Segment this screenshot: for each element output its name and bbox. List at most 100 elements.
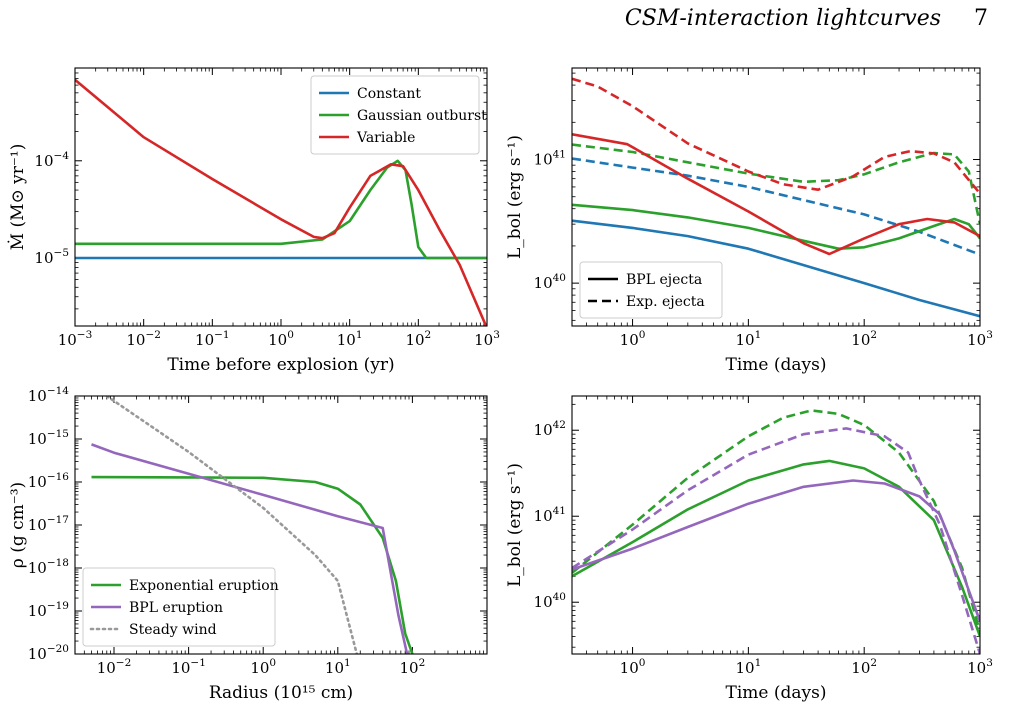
x-axis-label: Time before explosion (yr) [167, 355, 394, 375]
x-tick-label-base: 10 [851, 331, 870, 349]
x-tick-label: 101 [735, 329, 761, 349]
y-tick-label: 10−19 [28, 600, 69, 620]
x-tick-label-base: 10 [268, 331, 287, 349]
x-tick-label-base: 10 [967, 331, 986, 349]
running-title: CSM-interaction lightcurves [624, 6, 941, 31]
x-tick-label-base: 10 [400, 659, 419, 677]
x-tick-label-base: 10 [126, 331, 145, 349]
x-tick-label: 101 [337, 329, 363, 349]
x-tick-label-base: 10 [405, 331, 424, 349]
x-tick-label: 102 [851, 657, 877, 677]
y-tick-label: 10−20 [28, 643, 69, 663]
plot-frame [74, 67, 488, 327]
series-line-3 [572, 479, 980, 622]
y-tick-label: 10−14 [28, 385, 70, 405]
legend-label: Steady wind [129, 622, 217, 638]
y-tick-label: 10−4 [34, 150, 69, 170]
x-tick-label-base: 10 [195, 331, 214, 349]
legend-box [310, 75, 480, 155]
x-tick-label-base: 10 [967, 659, 986, 677]
series-group [91, 396, 414, 654]
y-tick-label-base: 10 [534, 274, 553, 292]
x-tick-label-exp: −1 [190, 657, 205, 669]
x-tick-label-exp: −2 [145, 329, 160, 341]
x-tick-label-exp: 3 [986, 657, 993, 669]
y-tick-label-exp: −18 [47, 557, 69, 569]
y-tick-label-base: 10 [534, 593, 553, 611]
x-axis-label: Radius (10¹⁵ cm) [209, 683, 353, 703]
x-tick-label-exp: −3 [77, 329, 92, 341]
y-tick-label: 10−16 [28, 471, 70, 491]
legend-label: BPL ejecta [626, 272, 702, 288]
y-tick-label: 1040 [534, 272, 566, 292]
y-tick-label-exp: 41 [553, 149, 566, 161]
x-tick-label-exp: 3 [493, 329, 500, 341]
y-tick-label: 1042 [534, 419, 566, 439]
x-tick-label-exp: 2 [425, 329, 432, 341]
x-tick-label-exp: 1 [755, 329, 762, 341]
series-line-6 [572, 77, 980, 195]
x-tick-label: 103 [474, 329, 500, 349]
x-axis-label: Time (days) [726, 683, 827, 703]
minor-ticks [571, 68, 980, 326]
plot-frame [74, 395, 488, 655]
y-axis-label: L_bol (erg s⁻¹) [505, 135, 525, 259]
x-tick-label-exp: 1 [356, 329, 363, 341]
y-tick-label-base: 10 [28, 387, 47, 405]
y-tick-label-exp: −20 [47, 643, 69, 655]
x-tick-label-base: 10 [250, 659, 269, 677]
x-tick-label: 10−3 [58, 329, 93, 349]
page-header: CSM-interaction lightcurves 7 [625, 6, 988, 31]
x-tick-label-base: 10 [171, 659, 190, 677]
series-group [572, 77, 980, 318]
x-tick-label: 10−1 [171, 657, 206, 677]
x-tick-label: 101 [735, 657, 761, 677]
series-line-3 [572, 203, 980, 250]
x-tick-label: 102 [405, 329, 431, 349]
x-tick-label-exp: −2 [116, 657, 131, 669]
x-tick-label: 103 [967, 657, 993, 677]
y-tick-label: 10−17 [28, 514, 69, 534]
series-line-4 [572, 143, 980, 225]
minor-ticks [75, 68, 487, 326]
y-tick-label: 1041 [534, 149, 566, 169]
y-tick-label-base: 10 [28, 645, 47, 663]
x-tick-label: 100 [268, 329, 294, 349]
legend-box [82, 567, 276, 647]
x-tick-label-base: 10 [337, 331, 356, 349]
x-tick-label: 101 [325, 657, 351, 677]
series-group [75, 78, 487, 326]
legend: Constant Gaussian outburst Variable [310, 75, 487, 155]
y-tick-label-base: 10 [28, 473, 47, 491]
x-tick-label: 100 [250, 657, 276, 677]
x-tick-label-base: 10 [851, 659, 870, 677]
x-tick-label-base: 10 [58, 331, 77, 349]
y-tick-label-exp: −4 [54, 150, 70, 162]
series-line-1 [572, 459, 980, 637]
y-tick-label-base: 10 [534, 421, 553, 439]
y-tick-label: 1040 [534, 591, 566, 611]
x-tick-label: 103 [967, 329, 993, 349]
y-tick-label-exp: −16 [47, 471, 69, 483]
major-ticks: 10−2 10−1 100 101 10210−2010−1910−1810−1710−… [28, 385, 487, 677]
x-tick-label-exp: 0 [287, 329, 294, 341]
series-line-variable [75, 78, 487, 326]
series-line-steady-wind [105, 396, 359, 654]
x-tick-label-base: 10 [620, 331, 639, 349]
x-tick-label-exp: 1 [755, 657, 762, 669]
x-axis-label: Time (days) [726, 355, 827, 375]
page-number: 7 [974, 6, 988, 31]
legend-label: Exp. ejecta [626, 294, 705, 310]
y-tick-label-base: 10 [34, 249, 53, 267]
legend-label: Variable [356, 130, 415, 146]
y-tick-label-exp: −5 [54, 247, 69, 259]
x-tick-label-exp: 2 [870, 657, 877, 669]
plot-frame [571, 395, 981, 655]
x-tick-label-base: 10 [97, 659, 116, 677]
y-tick-label-exp: −15 [47, 428, 69, 440]
y-tick-label-exp: 41 [553, 505, 566, 517]
